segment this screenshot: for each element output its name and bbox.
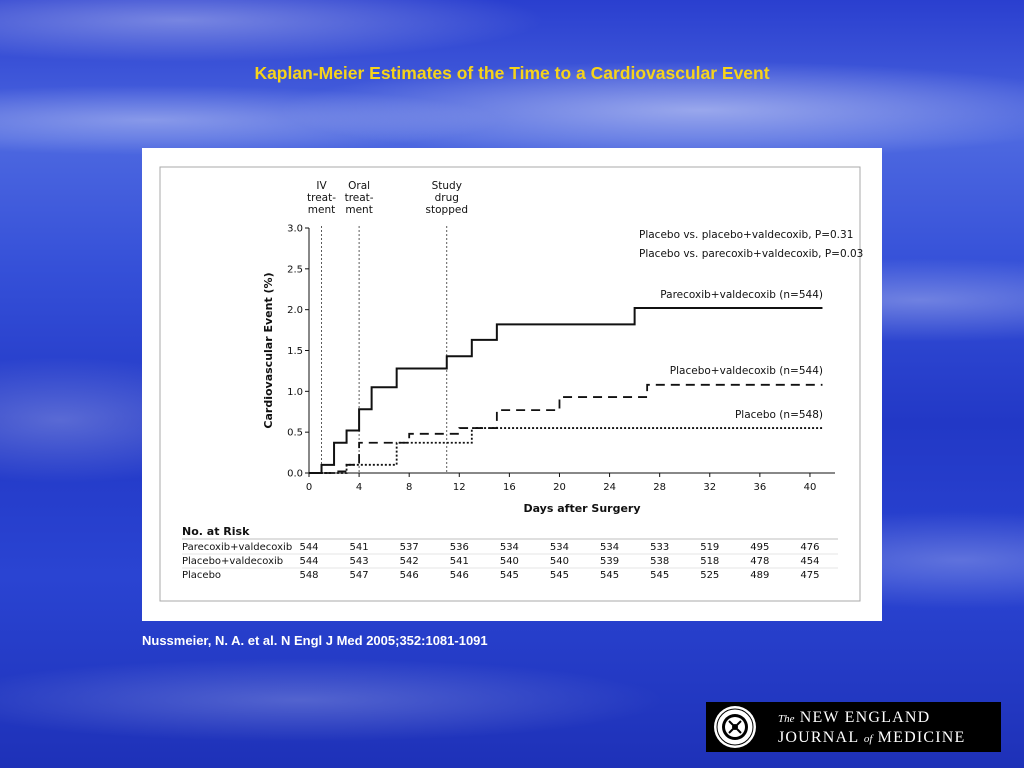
risk-cell-1-9: 478 xyxy=(750,556,769,567)
risk-table-title: No. at Risk xyxy=(182,525,250,538)
annotation-1: Placebo vs. parecoxib+valdecoxib, P=0.03 xyxy=(639,248,863,260)
nejm-logo-line2: JOURNAL of MEDICINE xyxy=(778,729,965,747)
risk-cell-1-2: 542 xyxy=(400,556,419,567)
kaplan-meier-chart: IVtreat-mentOraltreat-mentStudydrugstopp… xyxy=(159,166,863,602)
x-tick-label-2: 8 xyxy=(406,482,412,493)
risk-cell-1-1: 543 xyxy=(350,556,369,567)
risk-cell-2-0: 548 xyxy=(299,570,318,581)
nejm-journal: JOURNAL xyxy=(778,729,859,746)
risk-cell-2-3: 546 xyxy=(450,570,469,581)
phase-marker-label-0-1: treat- xyxy=(307,192,336,204)
risk-cell-2-9: 489 xyxy=(750,570,769,581)
risk-row-label-2: Placebo xyxy=(182,570,221,581)
risk-row-label-0: Parecoxib+valdecoxib xyxy=(182,542,292,553)
phase-marker-label-0-0: IV xyxy=(316,180,327,192)
x-tick-label-9: 36 xyxy=(753,482,766,493)
phase-marker-label-2-2: stopped xyxy=(426,204,468,216)
risk-cell-0-3: 536 xyxy=(450,542,469,553)
risk-cell-2-7: 545 xyxy=(650,570,669,581)
risk-cell-2-4: 545 xyxy=(500,570,519,581)
y-tick-label-0: 0.0 xyxy=(287,469,303,480)
risk-row-label-1: Placebo+valdecoxib xyxy=(182,556,283,567)
y-tick-label-1: 0.5 xyxy=(287,428,303,439)
nejm-logo: The NEW ENGLAND JOURNAL of MEDICINE xyxy=(706,702,1001,752)
nejm-logo-line1: The NEW ENGLAND xyxy=(778,709,930,727)
series-label-0: Parecoxib+valdecoxib (n=544) xyxy=(660,289,823,301)
risk-cell-1-7: 538 xyxy=(650,556,669,567)
y-axis-title: Cardiovascular Event (%) xyxy=(262,272,275,428)
risk-cell-1-6: 539 xyxy=(600,556,619,567)
phase-marker-label-1-2: ment xyxy=(345,204,372,216)
y-tick-label-2: 1.0 xyxy=(287,387,303,398)
risk-cell-1-10: 454 xyxy=(800,556,819,567)
nejm-of: of xyxy=(863,733,873,745)
risk-cell-0-4: 534 xyxy=(500,542,519,553)
x-tick-label-6: 24 xyxy=(603,482,616,493)
series-label-2: Placebo (n=548) xyxy=(735,409,823,421)
phase-marker-label-0-2: ment xyxy=(308,204,335,216)
x-tick-label-1: 4 xyxy=(356,482,362,493)
risk-cell-0-2: 537 xyxy=(400,542,419,553)
phase-marker-label-2-0: Study xyxy=(432,180,462,192)
y-tick-label-3: 1.5 xyxy=(287,346,303,357)
phase-marker-label-1-1: treat- xyxy=(345,192,374,204)
slide-title: Kaplan-Meier Estimates of the Time to a … xyxy=(254,63,770,83)
x-axis-title: Days after Surgery xyxy=(523,502,640,515)
nejm-new-england: NEW ENGLAND xyxy=(799,709,931,726)
phase-marker-label-1-0: Oral xyxy=(348,180,370,192)
series-label-1: Placebo+valdecoxib (n=544) xyxy=(670,365,823,377)
risk-cell-0-6: 534 xyxy=(600,542,619,553)
series-line-2 xyxy=(309,427,823,474)
phase-marker-label-2-1: drug xyxy=(435,192,459,204)
y-tick-label-4: 2.0 xyxy=(287,305,303,316)
risk-cell-2-8: 525 xyxy=(700,570,719,581)
y-tick-label-5: 2.5 xyxy=(287,264,303,275)
figure-frame xyxy=(159,166,861,602)
risk-cell-2-2: 546 xyxy=(400,570,419,581)
x-tick-label-0: 0 xyxy=(306,482,312,493)
risk-cell-1-4: 540 xyxy=(500,556,519,567)
citation: Nussmeier, N. A. et al. N Engl J Med 200… xyxy=(142,633,488,648)
risk-cell-2-6: 545 xyxy=(600,570,619,581)
risk-cell-0-1: 541 xyxy=(350,542,369,553)
x-tick-label-7: 28 xyxy=(653,482,666,493)
risk-cell-1-0: 544 xyxy=(299,556,318,567)
risk-cell-1-5: 540 xyxy=(550,556,569,567)
risk-cell-0-8: 519 xyxy=(700,542,719,553)
series-line-0 xyxy=(309,307,823,474)
figure-panel: IV treat-ment Oral treat-ment Study drug stopp… xyxy=(142,148,882,621)
x-tick-label-8: 32 xyxy=(703,482,716,493)
nejm-medicine: MEDICINE xyxy=(877,729,966,746)
nejm-seal-icon xyxy=(714,706,756,748)
risk-cell-0-10: 476 xyxy=(800,542,819,553)
x-tick-label-3: 12 xyxy=(453,482,466,493)
nejm-the: The xyxy=(778,713,795,725)
risk-cell-2-10: 475 xyxy=(800,570,819,581)
x-tick-label-10: 40 xyxy=(804,482,817,493)
risk-cell-0-7: 533 xyxy=(650,542,669,553)
x-tick-label-4: 16 xyxy=(503,482,516,493)
risk-cell-2-1: 547 xyxy=(350,570,369,581)
annotation-0: Placebo vs. placebo+valdecoxib, P=0.31 xyxy=(639,229,853,241)
risk-cell-0-0: 544 xyxy=(299,542,318,553)
y-tick-label-6: 3.0 xyxy=(287,224,303,235)
x-tick-label-5: 20 xyxy=(553,482,566,493)
risk-cell-1-3: 541 xyxy=(450,556,469,567)
risk-cell-0-5: 534 xyxy=(550,542,569,553)
series-line-1 xyxy=(309,383,823,474)
risk-cell-2-5: 545 xyxy=(550,570,569,581)
risk-cell-1-8: 518 xyxy=(700,556,719,567)
risk-cell-0-9: 495 xyxy=(750,542,769,553)
